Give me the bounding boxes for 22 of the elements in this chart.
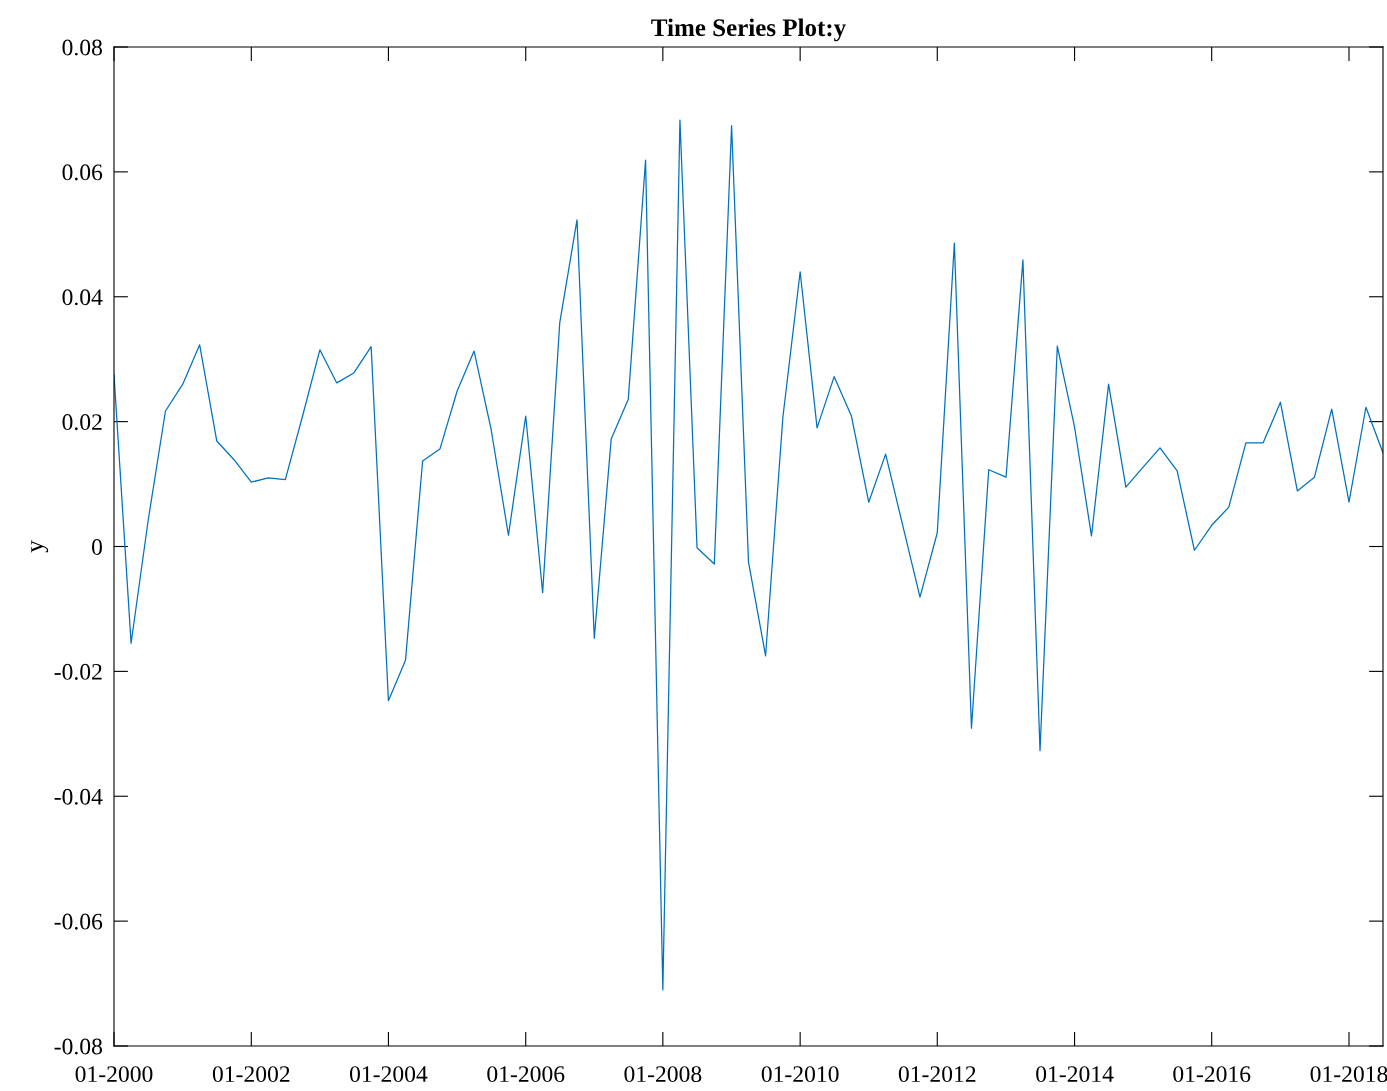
y-tick-label: -0.04 (54, 788, 103, 805)
x-tick-label: 01-2006 (487, 1066, 565, 1083)
x-tick-label: 01-2014 (1036, 1066, 1114, 1083)
y-tick-label: -0.06 (54, 913, 103, 930)
y-tick-label: 0.04 (62, 289, 103, 306)
x-tick-label: 01-2002 (212, 1066, 290, 1083)
y-tick-label: 0 (91, 538, 102, 555)
y-tick-label: 0.06 (62, 164, 103, 181)
chart-title: Time Series Plot:y (651, 18, 846, 42)
x-tick-label: 01-2018 (1310, 1066, 1387, 1083)
y-tick-label: 0.08 (62, 39, 102, 56)
x-tick-label: 01-2000 (75, 1066, 153, 1083)
line-series (114, 119, 1383, 991)
y-tick-label: -0.08 (54, 1038, 102, 1055)
y-axis-title: y (31, 540, 49, 553)
x-tick-label: 01-2012 (898, 1066, 976, 1083)
y-tick-label: 0.02 (62, 414, 102, 431)
x-tick-label: 01-2010 (761, 1066, 839, 1083)
x-tick-label: 01-2008 (624, 1066, 702, 1083)
x-tick-label: 01-2004 (349, 1066, 428, 1083)
y-tick-label: -0.02 (54, 663, 102, 680)
x-tick-label: 01-2016 (1173, 1066, 1251, 1083)
